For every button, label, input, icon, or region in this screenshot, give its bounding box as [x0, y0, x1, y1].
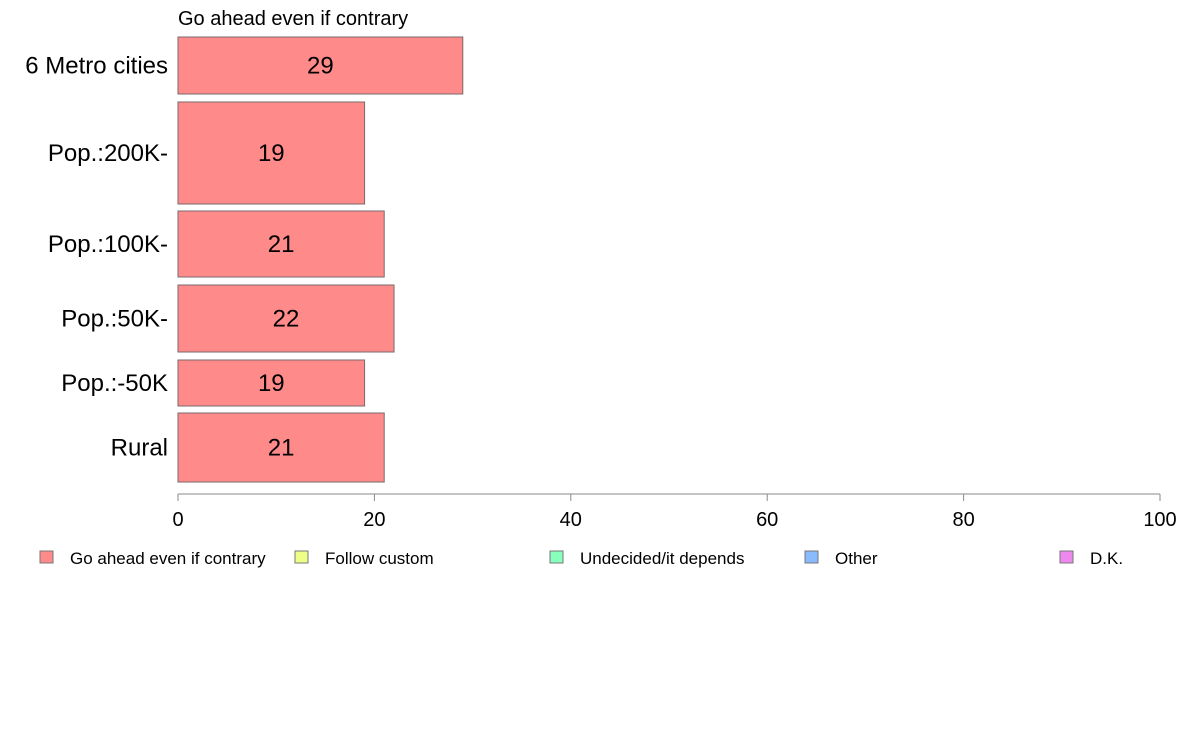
- bar: [177, 101, 366, 205]
- x-tick-label: 100: [1143, 509, 1176, 531]
- bar: [177, 210, 385, 278]
- legend-label: Other: [835, 549, 878, 568]
- legend: Go ahead even if contrary Follow custom Un…: [39, 549, 1123, 568]
- bar-value-label: 19: [258, 140, 285, 167]
- legend-swatch: [549, 550, 564, 564]
- bar: [177, 412, 385, 483]
- bar: [177, 284, 395, 353]
- category-label: Pop.:50K-: [61, 306, 168, 333]
- x-tick-label: 80: [952, 509, 974, 531]
- bar-value-label: 29: [307, 53, 334, 80]
- legend-swatch: [294, 550, 309, 564]
- legend-label: Undecided/it depends: [580, 549, 744, 568]
- category-label: Pop.:100K-: [48, 231, 168, 258]
- category-label: 6 Metro cities: [25, 53, 168, 80]
- bar-value-label: 21: [268, 435, 295, 462]
- bar-value-label: 19: [258, 370, 285, 397]
- legend-label: Follow custom: [325, 549, 434, 568]
- x-tick-label: 20: [363, 509, 385, 531]
- legend-label: Go ahead even if contrary: [70, 549, 266, 568]
- x-axis: 0 20 40 60 80 100: [172, 493, 1177, 531]
- legend-swatch: [804, 550, 819, 564]
- bar-value-label: 22: [273, 306, 300, 333]
- bar-value-label: 21: [268, 231, 295, 258]
- category-label: Rural: [111, 435, 168, 462]
- legend-swatch: [1059, 550, 1074, 564]
- chart-title: Go ahead even if contrary: [178, 8, 408, 30]
- bar: [177, 359, 366, 407]
- category-label: Pop.:-50K: [61, 370, 168, 397]
- legend-label: D.K.: [1090, 549, 1123, 568]
- bars-layer: 29 6 Metro cities 19 Pop.:200K- 21 Pop.:100K-…: [25, 36, 464, 483]
- x-tick-label: 40: [560, 509, 582, 531]
- x-tick-label: 60: [756, 509, 778, 531]
- x-tick-label: 0: [172, 509, 183, 531]
- bar: [177, 36, 464, 95]
- category-label: Pop.:200K-: [48, 140, 168, 167]
- legend-swatch: [39, 550, 54, 564]
